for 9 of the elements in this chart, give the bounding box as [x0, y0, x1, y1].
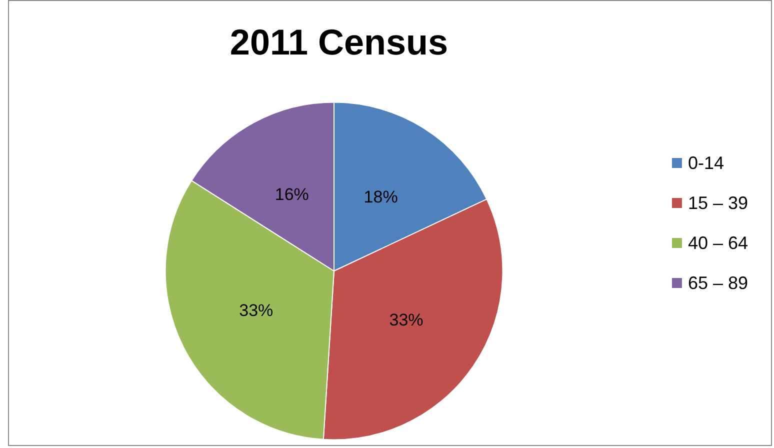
chart-title: 2011 Census	[230, 22, 448, 62]
legend-label: 40 – 64	[688, 233, 748, 253]
legend-label: 15 – 39	[688, 193, 748, 213]
data-label: 33%	[239, 301, 274, 320]
legend-label: 0-14	[688, 153, 724, 173]
data-label: 16%	[274, 184, 309, 204]
legend-label: 65 – 89	[688, 273, 748, 293]
data-label: 33%	[389, 310, 424, 330]
data-label: 18%	[364, 188, 398, 207]
